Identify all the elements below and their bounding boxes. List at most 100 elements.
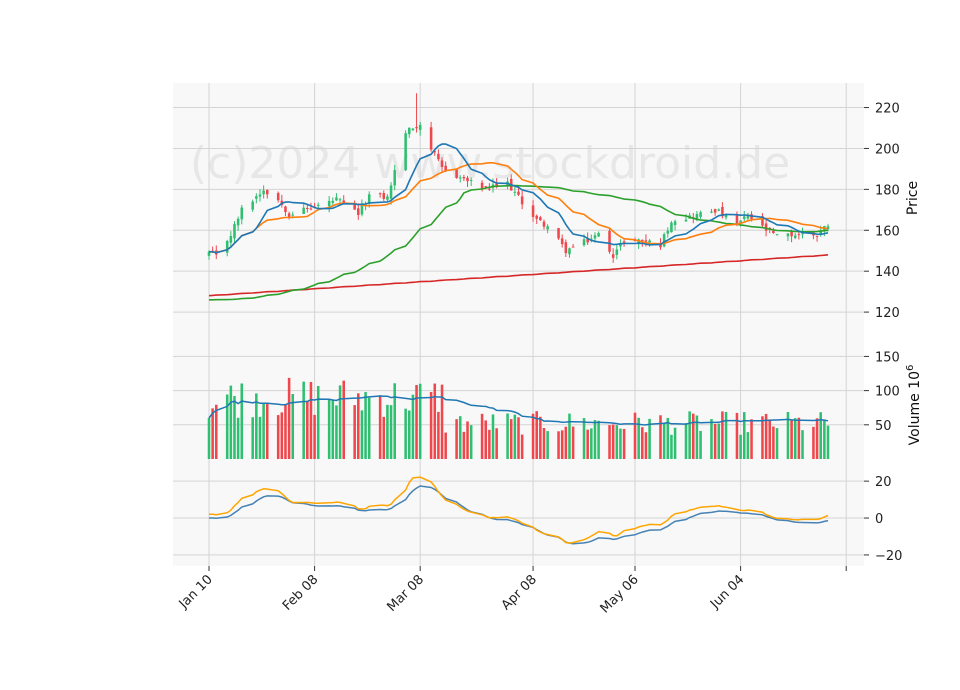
candle-body: [229, 235, 233, 243]
candle-body: [819, 230, 822, 235]
volume-bar: [291, 394, 295, 459]
candle-body: [586, 238, 589, 243]
candle-body: [713, 209, 717, 213]
volume-bar: [684, 423, 688, 459]
candle-body: [393, 170, 396, 186]
volume-bar: [622, 428, 626, 459]
candle-body: [440, 160, 444, 167]
candle-body: [560, 238, 564, 245]
volume-bar: [775, 428, 779, 459]
volume-bar: [790, 419, 793, 459]
volume-bar: [415, 385, 418, 459]
candle-body: [255, 196, 258, 199]
volume-bar: [316, 385, 320, 459]
candle-body: [717, 209, 721, 211]
y-tick-label: −20: [875, 549, 902, 564]
candle-body: [644, 240, 648, 242]
candle-body: [411, 128, 415, 131]
candle-body: [291, 214, 295, 216]
candle-body: [590, 238, 593, 240]
y-tick-label: 180: [875, 183, 900, 198]
volume-bar: [302, 381, 305, 459]
candle-body: [659, 243, 662, 248]
candle-body: [469, 179, 473, 181]
candle-body: [801, 233, 804, 235]
x-tick-label: Jun 04: [707, 572, 747, 612]
candle-body: [389, 185, 393, 199]
candle-body: [535, 215, 538, 219]
volume-bar: [801, 430, 804, 459]
volume-bar: [378, 395, 382, 459]
oscillator-main-line: [209, 485, 829, 545]
volume-bar: [586, 429, 589, 459]
volume-bar: [367, 397, 371, 459]
volume-bar: [462, 431, 466, 459]
candle-body: [568, 248, 571, 255]
candle-body: [378, 193, 382, 195]
volume-bar: [539, 416, 542, 459]
volume-bar: [495, 428, 498, 459]
price-axis-title: Price: [905, 181, 921, 215]
volume-bar: [262, 403, 265, 459]
candle-body: [233, 224, 236, 239]
candle-body: [564, 242, 568, 254]
candle-body: [542, 221, 546, 227]
candle-body: [302, 207, 305, 214]
candle-body: [331, 200, 335, 203]
volume-bar: [265, 404, 269, 459]
candle-body: [262, 190, 265, 195]
candle-body: [641, 239, 644, 242]
volume-bar: [699, 430, 702, 459]
candle-body: [386, 196, 389, 200]
candle-body: [484, 186, 488, 188]
volume-bar: [666, 417, 670, 459]
volume-bar: [353, 405, 356, 459]
candle-body: [335, 197, 338, 201]
volume-bar: [590, 428, 593, 459]
volume-bar: [826, 425, 830, 459]
candle-body: [462, 176, 466, 179]
volume-bar: [611, 424, 615, 459]
volume-bar: [433, 383, 437, 459]
candle-body: [633, 240, 637, 242]
candle-body: [444, 165, 447, 171]
volume-bar: [695, 415, 699, 459]
volume-bar: [306, 400, 309, 459]
ma-very-long-line: [208, 254, 829, 297]
candle-body: [433, 151, 437, 153]
y-tick-label: 140: [875, 265, 900, 280]
ma-long-line: [209, 184, 829, 301]
oscillator-signal-line: [209, 476, 829, 544]
candle-body: [236, 218, 240, 226]
candle-body: [404, 133, 407, 171]
volume-bar: [670, 434, 673, 459]
x-tick-label: Feb 08: [280, 572, 322, 614]
volume-bars: [207, 377, 830, 459]
volume-bar: [284, 404, 287, 459]
candle-body: [353, 203, 356, 210]
candle-body: [429, 127, 433, 150]
volume-bar: [713, 423, 717, 459]
volume-bar: [750, 419, 753, 459]
volume-bar: [491, 414, 495, 459]
volume-bar: [509, 419, 513, 459]
volume-bar: [597, 420, 600, 459]
volume-bar: [211, 408, 214, 459]
volume-bar: [389, 405, 393, 459]
volume-bar: [531, 413, 535, 459]
candle-body: [699, 212, 702, 217]
candle-body: [826, 226, 830, 230]
volume-bar: [815, 418, 819, 459]
volume-bar: [429, 391, 433, 459]
volume-bar: [407, 410, 411, 459]
candle-body: [710, 211, 713, 213]
volume-bar: [280, 412, 284, 459]
candle-body: [648, 240, 651, 243]
candle-body: [666, 230, 670, 234]
volume-bar: [393, 383, 396, 459]
candle-body: [695, 213, 699, 220]
volume-bar: [608, 425, 611, 459]
candle-body: [546, 226, 549, 230]
candle-body: [309, 208, 313, 210]
